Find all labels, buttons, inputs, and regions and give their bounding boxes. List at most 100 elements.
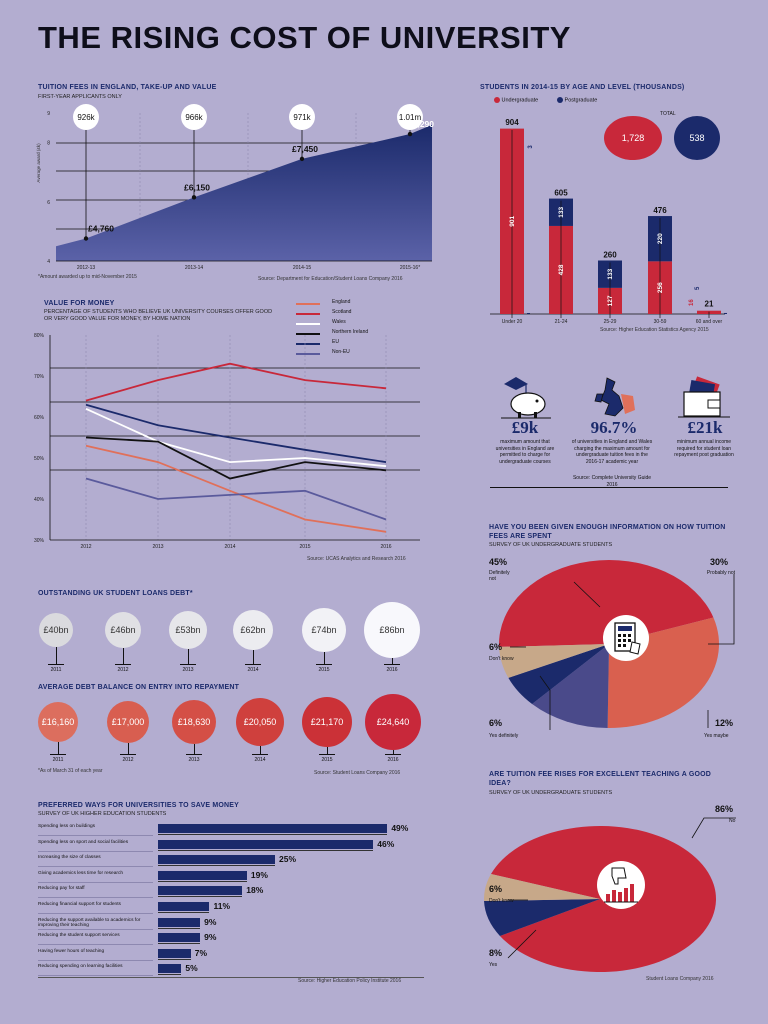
- value-title: VALUE FOR MONEY: [44, 300, 115, 307]
- takeup-bubble: [289, 104, 315, 130]
- save-bar-underline: [158, 927, 201, 929]
- students-title: STUDENTS IN 2014-15 BY AGE AND LEVEL (TH…: [480, 84, 685, 91]
- stat-value: £9k: [511, 418, 539, 437]
- legend-swatch: [296, 353, 320, 355]
- takeup-label: 966k: [185, 113, 203, 122]
- debt-tick: [50, 754, 66, 755]
- save-bar-underline: [158, 943, 201, 945]
- year-label: 2016: [386, 667, 398, 673]
- year-label: 2012: [122, 757, 134, 763]
- pie-slice: [499, 644, 609, 678]
- legend-swatch: [296, 343, 320, 345]
- loan-stem: [56, 647, 57, 664]
- teach-pct: 86%: [715, 804, 734, 814]
- tuition-source: Source: Department for Education/Student…: [258, 276, 403, 282]
- teaching-subtitle: SURVEY OF UK UNDERGRADUATE STUDENTS: [489, 790, 613, 796]
- x-tick-label: 2014: [224, 544, 235, 550]
- page-title: THE RISING COST OF UNIVERSITY: [38, 20, 571, 55]
- bar-category-label: Reducing the support available to academ…: [38, 917, 141, 929]
- save-bar-underline: [158, 896, 243, 898]
- loan-stem: [123, 648, 124, 664]
- y-tick-label: 4: [47, 259, 50, 265]
- y-tick-label: 50%: [34, 456, 45, 462]
- total-postgraduate: 538: [674, 116, 720, 160]
- bar-category-label: Reducing financial support for students: [38, 902, 121, 907]
- year-label: 2013: [188, 757, 200, 763]
- y-tick-label: 80%: [34, 333, 45, 339]
- students-chart: 904 901 3 Under 20 605 428 133 21-24 260 127 133 25…: [490, 118, 727, 325]
- year-label: 2015: [321, 757, 333, 763]
- bar-category-label: Reducing spending on learning facilities: [38, 964, 123, 970]
- save-source: Source: Higher Education Policy Institut…: [298, 978, 402, 984]
- bar-category-label: Reducing the student support services: [38, 933, 120, 939]
- legend-swatch: [296, 313, 320, 315]
- loan-bubble: £53bn: [169, 611, 207, 649]
- year-label: 2012: [117, 667, 129, 673]
- save-bar: [158, 964, 182, 974]
- loan-tick: [245, 664, 261, 665]
- info-pct: 30%: [710, 557, 729, 567]
- x-tick-label: 25-29: [604, 319, 617, 325]
- legend-item: Northern Ireland: [296, 329, 416, 338]
- info-text: Don't know: [489, 656, 514, 662]
- bar-category-label: Increasing the size of classes: [38, 855, 101, 861]
- legend-label: Northern Ireland: [332, 329, 369, 335]
- y-axis-label: Average award (£k): [36, 143, 41, 183]
- ug-value-label: 16: [689, 299, 695, 306]
- x-tick-label: 30-59: [654, 319, 667, 325]
- legend-label: Wales: [332, 319, 346, 325]
- series-line: [85, 444, 387, 533]
- stat-value: 96.7%: [590, 418, 638, 437]
- bar-value-label: 5%: [185, 963, 198, 974]
- legend-swatch-navy: [557, 97, 563, 103]
- row-divider: [38, 881, 153, 883]
- loan-bubble: £62bn: [233, 610, 273, 650]
- debt-stem: [327, 747, 328, 754]
- x-tick-label: 2016: [380, 544, 391, 550]
- row-divider: [38, 850, 153, 852]
- loan-tick: [384, 664, 400, 665]
- year-label: 2014: [247, 667, 259, 673]
- debt-stem: [58, 742, 59, 754]
- series-line: [85, 407, 387, 468]
- bar-category-label: Spending less on sport and social facili…: [38, 839, 129, 845]
- debt-source: Source: Student Loans Company 2016: [314, 770, 401, 776]
- loan-bubble: £86bn: [364, 602, 420, 658]
- x-tick-label: 60 and over: [696, 319, 723, 325]
- pie-slice: [484, 899, 600, 936]
- debt-tick: [252, 754, 268, 755]
- row-divider: [38, 944, 153, 946]
- row-divider: [38, 959, 153, 961]
- y-tick-label: 30%: [34, 538, 45, 544]
- pg-value-label: 133: [558, 206, 565, 217]
- save-bar-underline: [158, 958, 191, 960]
- data-label: £8,290: [408, 119, 434, 129]
- loan-bubble: £74bn: [302, 608, 346, 652]
- row-divider: [38, 835, 153, 836]
- row-divider: [38, 975, 153, 977]
- row-divider: [38, 913, 153, 914]
- legend-item: Wales: [296, 319, 416, 328]
- piggy-bank-icon: [501, 377, 551, 419]
- legend-item: EU: [296, 339, 416, 348]
- teaching-title: ARE TUITION FEE RISES FOR EXCELLENT TEAC…: [489, 771, 712, 788]
- x-tick-label: 2013-14: [185, 265, 204, 271]
- pg-value-label: 220: [657, 233, 664, 244]
- debt-bubble: £20,050: [236, 698, 284, 746]
- debt-stem: [128, 743, 129, 754]
- y-tick-label: 9: [47, 111, 50, 117]
- year-label: 2011: [50, 667, 62, 673]
- bar-value-label: 9%: [204, 916, 217, 927]
- teach-text: No: [729, 818, 736, 824]
- x-tick-label: 2014-15: [293, 265, 312, 271]
- ug-value-label: 127: [607, 295, 614, 306]
- x-tick-label: 21-24: [555, 319, 568, 325]
- x-tick-label: Under 20: [502, 319, 523, 325]
- row-divider: [38, 866, 153, 868]
- legend-label: EU: [332, 339, 339, 345]
- pg-value-label: 133: [607, 268, 614, 279]
- bar-postgraduate: [724, 312, 727, 314]
- divider: [490, 487, 728, 488]
- bar-category-label: Having fewer hours of teaching: [38, 948, 105, 954]
- legend-label: England: [332, 299, 351, 305]
